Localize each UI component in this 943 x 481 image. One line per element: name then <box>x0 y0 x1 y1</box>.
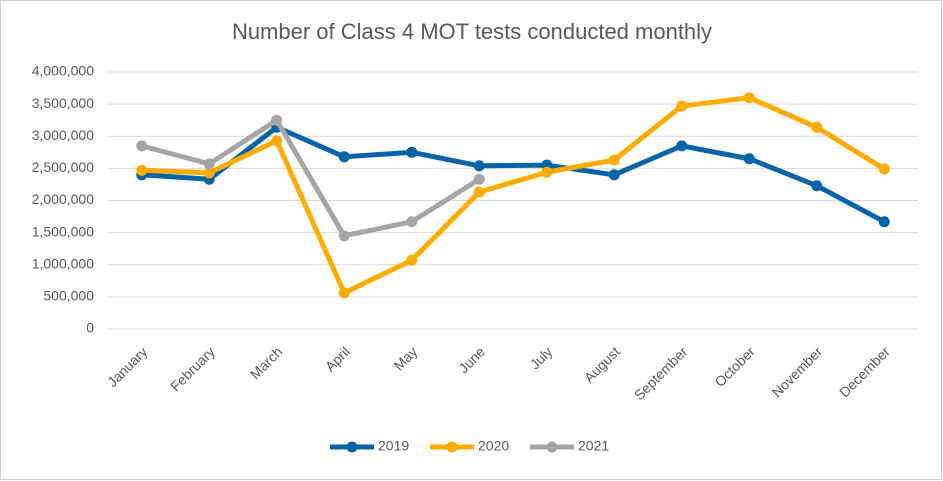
legend-label: 2019 <box>378 438 409 454</box>
legend-marker <box>446 441 458 453</box>
series-line <box>141 124 886 224</box>
y-tick-label: 2,500,000 <box>32 159 94 175</box>
point <box>203 158 215 170</box>
point <box>338 287 350 299</box>
point <box>743 92 755 104</box>
point <box>136 164 148 176</box>
point <box>406 216 418 228</box>
point <box>271 135 283 147</box>
point <box>136 140 148 152</box>
point <box>541 166 553 178</box>
y-tick-label: 2,000,000 <box>32 191 94 207</box>
point <box>811 121 823 133</box>
point <box>406 146 418 158</box>
point <box>608 154 620 166</box>
y-tick-label: 0 <box>86 320 94 336</box>
y-tick-label: 1,500,000 <box>32 223 94 239</box>
point <box>203 167 215 179</box>
legend-marker <box>346 441 358 453</box>
series-line <box>141 95 886 296</box>
legend-marker <box>546 441 558 453</box>
y-tick-label: 4,000,000 <box>32 63 94 79</box>
point <box>473 160 485 172</box>
point <box>676 140 688 152</box>
chart-title: Number of Class 4 MOT tests conducted mo… <box>232 19 712 44</box>
point <box>878 216 890 228</box>
series-line <box>141 117 481 239</box>
point <box>473 186 485 198</box>
point <box>338 151 350 163</box>
point <box>473 173 485 185</box>
point <box>338 230 350 242</box>
point <box>406 254 418 266</box>
point <box>676 100 688 112</box>
y-tick-label: 3,500,000 <box>32 95 94 111</box>
point <box>608 169 620 181</box>
y-tick-label: 3,000,000 <box>32 127 94 143</box>
point <box>743 153 755 165</box>
y-tick-label: 500,000 <box>43 288 94 304</box>
point <box>271 114 283 126</box>
point <box>811 180 823 192</box>
legend-label: 2020 <box>478 438 509 454</box>
point <box>878 163 890 175</box>
legend-label: 2021 <box>578 438 609 454</box>
y-tick-label: 1,000,000 <box>32 255 94 271</box>
